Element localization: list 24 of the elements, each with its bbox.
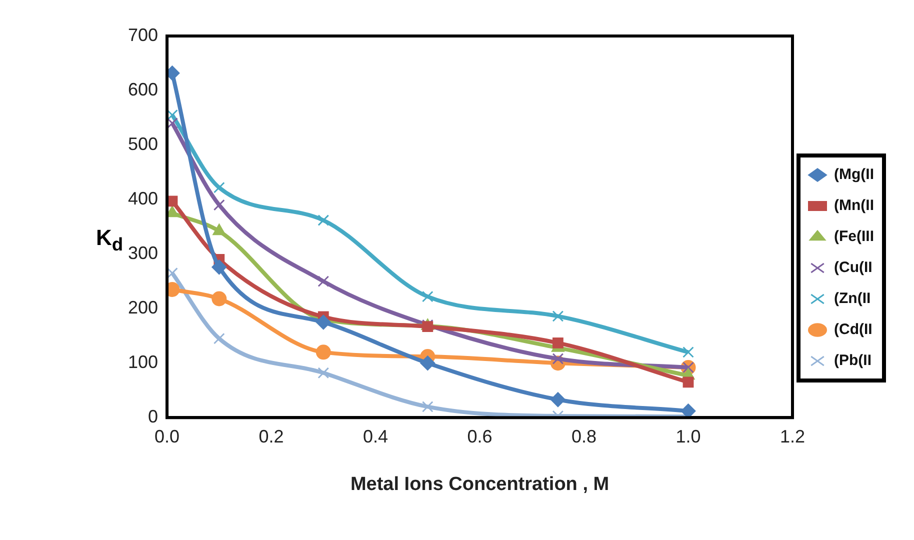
legend-label: (Mg(II (834, 166, 874, 184)
x-tick-label: 0.6 (467, 426, 492, 446)
x-tick-label: 1.0 (676, 426, 701, 446)
y-axis-title: K$_{d}$ (96, 225, 124, 256)
legend-label: (Mn(II (834, 197, 874, 214)
legend-label: (Cd(II (834, 321, 872, 338)
x-axis-title: Metal Ions Concentration , M (350, 474, 610, 495)
y-tick-label: 0 (148, 406, 158, 427)
legend-label: (Zn(II (834, 290, 871, 308)
y-tick-label: 600 (128, 79, 158, 100)
y-tick-label: 400 (128, 188, 158, 209)
y-tick-label: 100 (128, 352, 158, 372)
x-tick-label: 0.8 (571, 426, 597, 446)
y-tick-label: 300 (128, 243, 158, 264)
y-tick-label: 700 (128, 24, 158, 45)
y-tick-label: 500 (128, 134, 158, 154)
x-tick-label: 1.2 (780, 426, 806, 446)
legend-label: (Pb(II (834, 352, 872, 370)
y-tick-label: 200 (128, 298, 158, 318)
legend-label: (Cu(II (834, 259, 872, 276)
legend-label: (Fe(III (834, 228, 874, 246)
x-tick-label: 0.4 (363, 426, 388, 446)
x-tick-label: 0.2 (258, 426, 284, 446)
x-tick-label: 0.0 (154, 426, 180, 446)
